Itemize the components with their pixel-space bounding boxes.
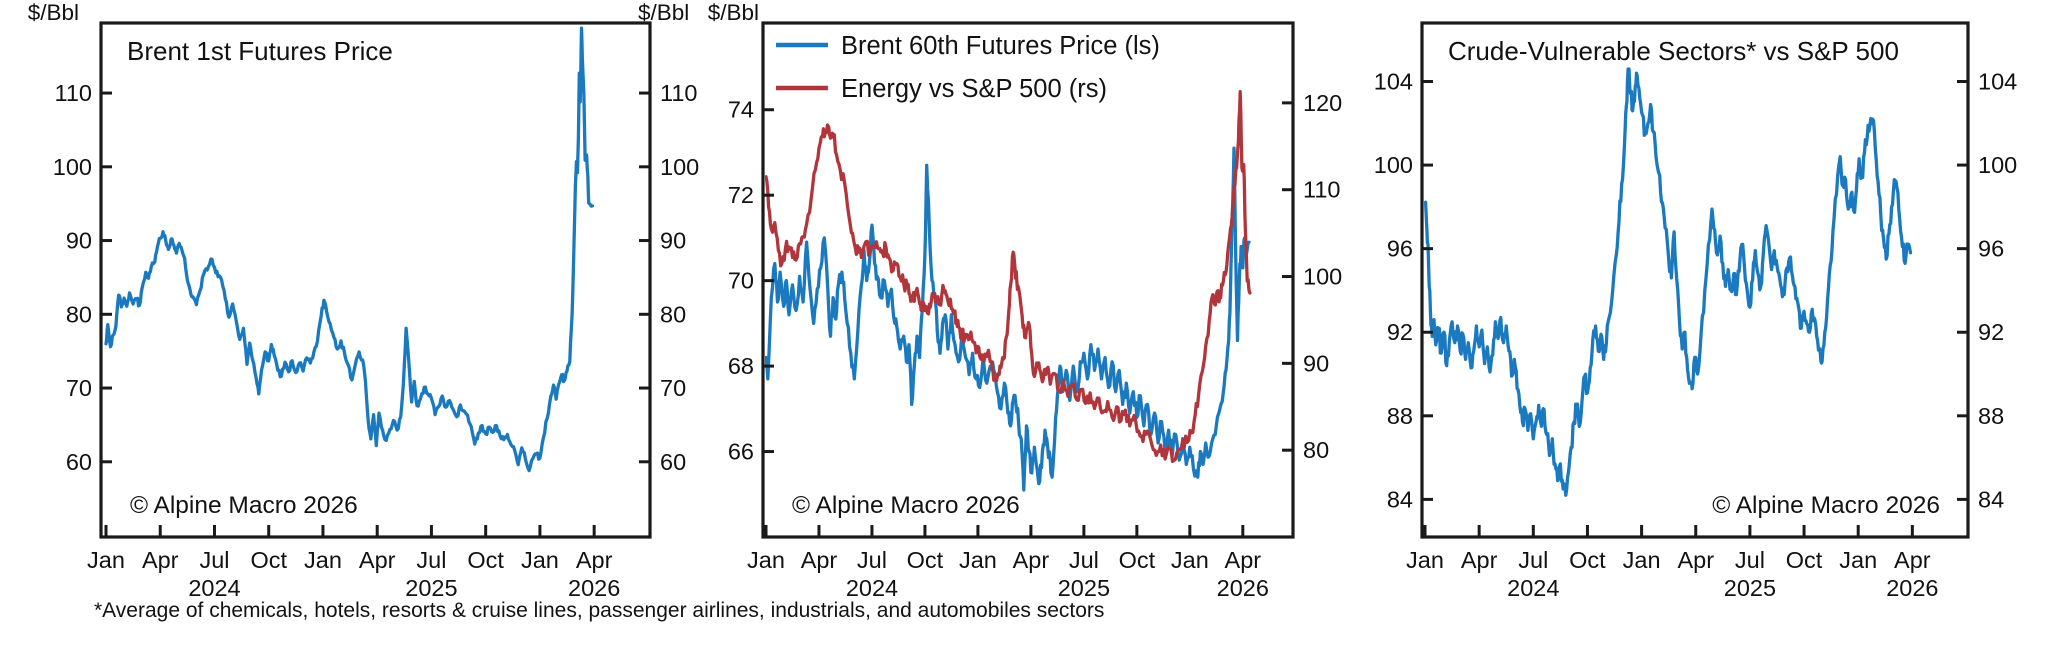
- chart-0: 60 70 80 90 100 110 60 70 80 90 100 110 Jan Apr Jul Oct…: [28, 0, 700, 601]
- x-tick-label: Apr: [1894, 547, 1931, 573]
- x-tick-label: Apr: [359, 547, 396, 573]
- footnote: *Average of chemicals, hotels, resorts &…: [94, 599, 1105, 622]
- y-tick-label-left: 60: [66, 449, 92, 475]
- series-line-crude-vulnerable-sectors-vs-s-p-500: [1424, 67, 1913, 497]
- x-tick-label: Jan: [1171, 547, 1209, 573]
- y-tick-label-left: 84: [1387, 486, 1413, 512]
- x-tick-label: Apr: [1461, 547, 1498, 573]
- y-tick-label-left: 70: [728, 268, 754, 294]
- y-tick-label-right: 80: [660, 301, 686, 327]
- x-tick-label: Apr: [576, 547, 613, 573]
- copyright-note: © Alpine Macro 2026: [792, 492, 1020, 519]
- y-tick-label-left: 66: [728, 439, 754, 465]
- series-line-energy-vs-s-p-500-rs-: [765, 89, 1252, 464]
- y-tick-label-left: 90: [66, 228, 92, 254]
- x-tick-label: Jul: [1069, 547, 1099, 573]
- y-axis-unit-left: $/Bbl: [28, 0, 79, 25]
- y-tick-label-right: 80: [1303, 437, 1329, 463]
- y-tick-label-right: 60: [660, 449, 686, 475]
- x-tick-label: Apr: [1013, 547, 1050, 573]
- y-tick-label-left: 96: [1387, 236, 1413, 262]
- x-tick-label: Jan: [521, 547, 559, 573]
- chart-1: 66 68 70 72 74 80 90 100 110 120 Jan Apr Jul Oct Jan Ap…: [708, 0, 1343, 601]
- y-tick-label-left: 68: [728, 353, 754, 379]
- x-tick-label: Oct: [1569, 547, 1606, 573]
- x-tick-label: Oct: [1119, 547, 1156, 573]
- x-tick-label: Jul: [1735, 547, 1765, 573]
- y-tick-label-left: 92: [1387, 319, 1413, 345]
- plot-border: [1420, 21, 1970, 539]
- y-tick-label-right: 84: [1978, 486, 2004, 512]
- x-year-label: 2024: [846, 575, 898, 601]
- y-tick-label-left: 110: [55, 80, 92, 106]
- y-tick-label-right: 100: [1978, 152, 2017, 178]
- legend-label: Energy vs S&P 500 (rs): [841, 75, 1107, 103]
- y-tick-label-right: 90: [1303, 350, 1329, 376]
- y-tick-label-right: 88: [1978, 403, 2004, 429]
- x-tick-label: Oct: [250, 547, 287, 573]
- x-tick-label: Jan: [959, 547, 997, 573]
- y-tick-label-left: 100: [1374, 152, 1413, 178]
- copyright-note: © Alpine Macro 2026: [130, 492, 358, 519]
- y-tick-label-right: 110: [660, 80, 697, 106]
- plot-border: [99, 21, 652, 539]
- y-tick-label-right: 70: [660, 375, 686, 401]
- x-year-label: 2024: [1507, 575, 1559, 601]
- x-year-label: 2024: [188, 575, 240, 601]
- y-tick-label-left: 104: [1374, 69, 1413, 95]
- x-tick-label: Jul: [199, 547, 229, 573]
- y-tick-label-left: 100: [53, 154, 92, 180]
- x-tick-label: Apr: [142, 547, 179, 573]
- y-tick-label-right: 100: [660, 154, 699, 180]
- x-tick-label: Jan: [304, 547, 342, 573]
- y-tick-label-left: 80: [66, 301, 92, 327]
- x-year-label: 2025: [405, 575, 457, 601]
- x-year-label: 2026: [1886, 575, 1938, 601]
- y-tick-label-left: 88: [1387, 403, 1413, 429]
- x-tick-label: Apr: [801, 547, 838, 573]
- y-tick-label-right: 110: [1303, 177, 1340, 203]
- series-line-brent-1st-futures-price: [104, 26, 595, 473]
- y-tick-label-left: 74: [728, 97, 754, 123]
- y-tick-label-left: 72: [728, 182, 754, 208]
- y-tick-label-right: 100: [1303, 264, 1342, 290]
- y-axis-unit-right: $/Bbl: [638, 0, 689, 25]
- y-tick-label-right: 92: [1978, 319, 2004, 345]
- y-tick-label-right: 104: [1978, 69, 2017, 95]
- y-axis-unit-left: $/Bbl: [708, 0, 759, 25]
- x-year-label: 2026: [568, 575, 620, 601]
- x-year-label: 2026: [1217, 575, 1269, 601]
- x-tick-label: Jan: [1623, 547, 1661, 573]
- x-tick-label: Jul: [857, 547, 887, 573]
- x-tick-label: Jan: [1839, 547, 1877, 573]
- x-tick-label: Oct: [467, 547, 504, 573]
- series-group: [765, 89, 1252, 492]
- x-tick-label: Jan: [747, 547, 785, 573]
- x-tick-label: Oct: [907, 547, 944, 573]
- series-group: [1424, 67, 1913, 497]
- x-tick-label: Apr: [1225, 547, 1262, 573]
- x-tick-label: Apr: [1677, 547, 1714, 573]
- x-tick-label: Jul: [416, 547, 446, 573]
- x-year-label: 2025: [1724, 575, 1776, 601]
- chart-title: Crude-Vulnerable Sectors* vs S&P 500: [1448, 36, 1899, 66]
- chart-title: Brent 1st Futures Price: [127, 36, 393, 66]
- chart-2: 84 88 92 96 100 104 84 88 92 96 100 104 Jan Apr Jul Oct…: [1374, 21, 2017, 601]
- x-tick-label: Oct: [1786, 547, 1823, 573]
- series-group: [104, 26, 595, 473]
- x-tick-label: Jan: [1406, 547, 1444, 573]
- y-tick-label-left: 70: [66, 375, 92, 401]
- legend-label: Brent 60th Futures Price (ls): [841, 32, 1160, 60]
- x-year-label: 2025: [1058, 575, 1110, 601]
- copyright-note: © Alpine Macro 2026: [1712, 492, 1940, 519]
- y-tick-label-right: 96: [1978, 236, 2004, 262]
- y-tick-label-right: 120: [1303, 90, 1342, 116]
- x-tick-label: Jan: [87, 547, 125, 573]
- y-tick-label-right: 90: [660, 228, 686, 254]
- x-tick-label: Jul: [1518, 547, 1548, 573]
